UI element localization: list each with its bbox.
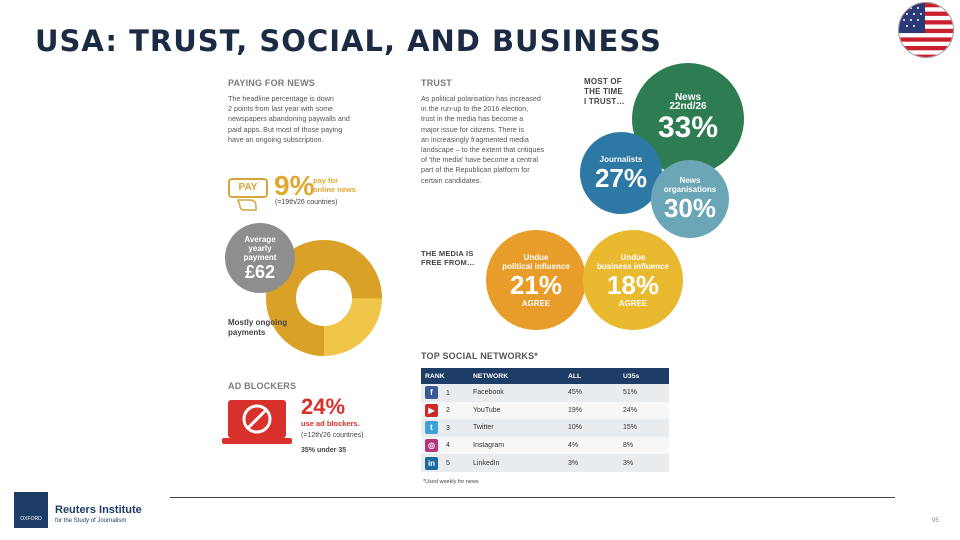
- political-influence-circle: Undue political influence 21% AGREE: [486, 230, 586, 330]
- u35-cell: 8%: [623, 442, 634, 450]
- paying-caption: pay for online news: [313, 176, 356, 194]
- table-row: ▶ 2 YouTube 19% 24%: [421, 401, 669, 420]
- ongoing-arc: [266, 240, 382, 356]
- table-header-row: RANK NETWORK ALL U35s: [421, 368, 669, 384]
- pay-badge: PAY: [228, 178, 268, 198]
- network-cell: Facebook: [473, 389, 504, 397]
- adblock-rank: (=12th/26 countries): [301, 432, 364, 439]
- table-row: t 3 Twitter 10% 15%: [421, 419, 669, 437]
- paying-heading: PAYING FOR NEWS: [228, 78, 316, 88]
- trust-journalists-circle: Journalists 27%: [580, 132, 662, 214]
- u35-cell: 15%: [623, 424, 638, 432]
- footer-divider: [170, 497, 895, 498]
- hand-pointer-icon: [236, 199, 257, 211]
- institute-name: Reuters Institute: [55, 504, 142, 516]
- ongoing-payments-donut: [266, 240, 382, 356]
- instagram-icon: ◎: [425, 439, 438, 453]
- network-cell: Twitter: [473, 424, 494, 432]
- average-payment-circle: Average yearly payment £62: [225, 223, 295, 293]
- table-row: in 5 LinkedIn 3% 3%: [421, 454, 669, 472]
- linkedin-icon: in: [425, 456, 438, 470]
- all-cell: 19%: [568, 406, 583, 414]
- all-cell: 45%: [568, 389, 583, 397]
- oxford-logo: OXFORD: [14, 492, 48, 528]
- all-cell: 4%: [568, 442, 579, 450]
- table-row: ◎ 4 Instagram 4% 8%: [421, 436, 669, 455]
- rank-cell: 1: [445, 389, 450, 397]
- adblock-heading: AD BLOCKERS: [228, 381, 297, 391]
- network-cell: LinkedIn: [473, 459, 500, 467]
- adblock-caption: use ad blockers.: [301, 419, 360, 428]
- trust-orgs-circle: News organisations 30%: [651, 160, 729, 238]
- u35-cell: 3%: [623, 459, 634, 467]
- laptop-adblock-icon: [222, 400, 292, 444]
- rank-cell: 3: [445, 424, 450, 432]
- u35-cell: 24%: [623, 406, 638, 414]
- network-cell: Instagram: [473, 442, 505, 450]
- adblock-percentage: 24%: [301, 394, 346, 419]
- column-header: NETWORK: [469, 368, 564, 384]
- most-of-time-label: MOST OF THE TIME I TRUST…: [584, 77, 625, 106]
- network-cell: YouTube: [473, 406, 501, 414]
- table-row: f 1 Facebook 45% 51%: [421, 384, 669, 402]
- paying-body: The headline percentage is down 2 points …: [228, 94, 350, 144]
- column-header: ALL: [564, 368, 619, 384]
- social-heading: TOP SOCIAL NETWORKS*: [421, 351, 539, 361]
- facebook-icon: f: [425, 386, 438, 400]
- all-cell: 3%: [568, 459, 579, 467]
- column-header: U35s: [619, 368, 669, 384]
- ongoing-label: Mostly ongoing payments: [228, 318, 288, 337]
- all-cell: 10%: [568, 424, 583, 432]
- us-flag-icon: [898, 2, 954, 58]
- business-influence-circle: Undue business influence 18% AGREE: [583, 230, 683, 330]
- institute-subtitle: for the Study of Journalism: [55, 518, 127, 524]
- paying-rank: (=19th/26 countries): [275, 199, 338, 206]
- free-from-label: THE MEDIA IS FREE FROM…: [421, 249, 475, 267]
- rank-cell: 4: [445, 442, 450, 450]
- u35-cell: 51%: [623, 389, 638, 397]
- trust-heading: TRUST: [421, 78, 452, 88]
- youtube-icon: ▶: [425, 403, 438, 417]
- paying-percentage: 9%: [274, 170, 315, 201]
- rank-cell: 2: [445, 407, 450, 415]
- rank-cell: 5: [445, 460, 450, 468]
- social-footnote: *Used weekly for news: [423, 479, 479, 485]
- twitter-icon: t: [425, 421, 438, 435]
- social-networks-table: RANK NETWORK ALL U35s f 1 Facebook 45% 51% ▶…: [421, 368, 669, 472]
- column-header: RANK: [421, 368, 469, 384]
- trust-body: As political polarisation has increased i…: [421, 94, 545, 185]
- adblock-under35: 35% under 35: [301, 447, 347, 454]
- slide-title: USA: TRUST, SOCIAL, AND BUSINESS: [35, 24, 662, 58]
- page-number: 95: [932, 518, 939, 524]
